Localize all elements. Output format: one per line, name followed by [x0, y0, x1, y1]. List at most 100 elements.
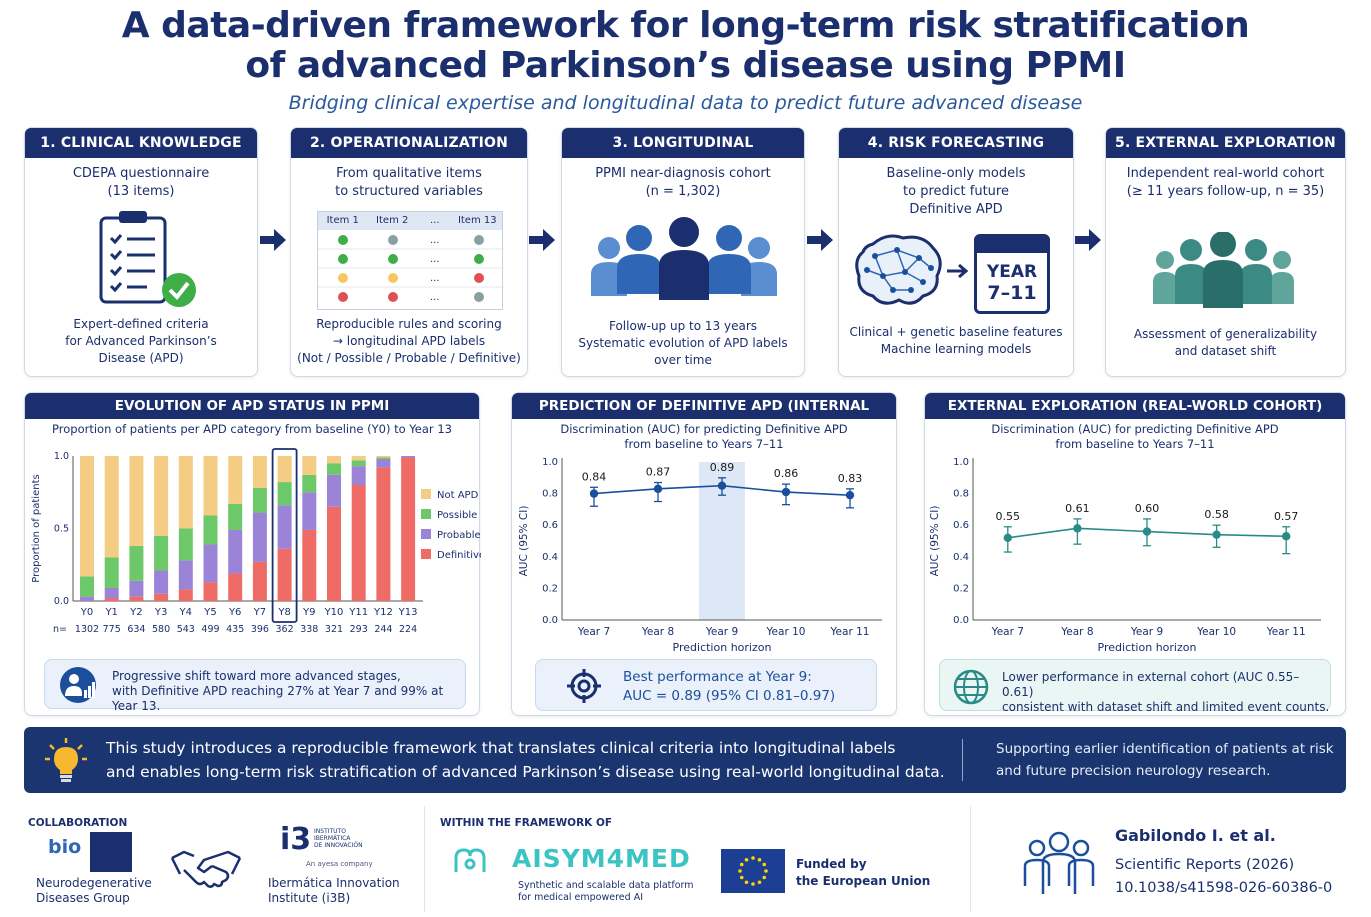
bar-segment-definitive: [154, 593, 169, 601]
stage-description-line: Definitive APD: [909, 202, 1003, 217]
chart-subtitle: Discrimination (AUC) for predicting Defi…: [925, 422, 1345, 452]
bar-segment-probable: [104, 587, 119, 599]
framework-label: WITHIN THE FRAMEWORK OF: [440, 817, 613, 829]
eu-star: [751, 856, 755, 860]
auc-point: [653, 484, 663, 494]
panel-external-exploration: EXTERNAL EXPLORATION (REAL-WORLD COHORT)…: [924, 392, 1346, 716]
impact-text: Supporting earlier identification of pat…: [996, 738, 1334, 782]
stage-footnote: Expert-defined criteria for Advanced Par…: [25, 316, 257, 367]
table-header-cell: ...: [429, 215, 440, 226]
calendar-icon: YEAR 7–11: [974, 234, 1050, 314]
citation-doi[interactable]: 10.1038/s41598-026-60386-0: [1115, 880, 1333, 896]
table-header-cell: Item 13: [457, 215, 497, 226]
stage-footnote: Assessment of generalizability and datas…: [1106, 326, 1345, 360]
bar-segment-possible: [154, 535, 169, 571]
stage-footnote-line: → longitudinal APD labels: [332, 334, 486, 348]
stage-heading: 2. OPERATIONALIZATION: [291, 128, 527, 158]
bar-segment-possible: [351, 460, 366, 467]
y-tick-label: 0.4: [542, 552, 558, 563]
auc-value-label: 0.61: [1065, 502, 1090, 515]
stage-operationalization: 2. OPERATIONALIZATION From qualitative i…: [290, 127, 528, 377]
bar-segment-definitive: [302, 529, 317, 601]
bar-segment-not-apd: [129, 456, 144, 546]
stage-description-line: (13 items): [107, 184, 175, 199]
chart-subtitle-line: Discrimination (AUC) for predicting Defi…: [991, 422, 1279, 436]
stage-description-line: to structured variables: [335, 184, 483, 199]
footer: COLLABORATION bio Neurodegenerative Dise…: [0, 806, 1371, 917]
x-tick-label: Year 9: [1130, 626, 1163, 638]
legend-label: Not APD: [437, 490, 479, 501]
footer-divider: [970, 806, 971, 912]
svg-text:...: ...: [430, 273, 440, 284]
external-performance-text: Lower performance in external cohort (AU…: [1002, 670, 1330, 715]
stage-clinical-knowledge: 1. CLINICAL KNOWLEDGE CDEPA questionnair…: [24, 127, 258, 377]
external-auc-line-chart: 0.0 0.2 0.4 0.6 0.8 1.0 AUC (95% CI) 0.55 Year 7…: [929, 457, 1321, 654]
bar-segment-probable: [302, 492, 317, 530]
conclusion-line: and enables long-term risk stratificatio…: [106, 763, 945, 781]
note-line: AUC = 0.89 (95% CI 0.81–0.97): [623, 688, 836, 704]
stage-description-line: CDEPA questionnaire: [72, 166, 210, 181]
people-growth-icon: [60, 667, 96, 703]
aisym-description: Synthetic and scalable data platform for…: [518, 880, 694, 904]
i3b-name-line: Institute (i3B): [268, 891, 351, 905]
apd-summary-note: Progressive shift toward more advanced s…: [44, 659, 466, 713]
auc-value-label: 0.60: [1135, 502, 1160, 515]
bar-segment-definitive: [327, 506, 341, 601]
bar-segment-possible: [203, 515, 218, 545]
bio-logo-text: bio: [48, 836, 82, 858]
y-tick-label: 0.8: [953, 489, 969, 500]
n-value-label: 293: [350, 624, 368, 635]
x-tick-label: Y10: [324, 607, 344, 618]
eu-star: [757, 857, 762, 862]
bar-segment-not-apd: [302, 456, 317, 475]
bar-segment-not-apd: [228, 456, 243, 504]
bar-segment-possible: [80, 576, 94, 597]
stage-description: PPMI near-diagnosis cohort (n = 1,302): [562, 165, 804, 201]
bar-segment-not-apd: [104, 456, 119, 558]
bar-segment-probable: [228, 529, 243, 574]
x-tick-label: Y6: [228, 607, 241, 618]
arrow-right-icon: [1075, 229, 1101, 251]
y-tick-label: 0.0: [953, 615, 969, 626]
citation-authors: Gabilondo I. et al.: [1115, 826, 1276, 845]
stage-footnote-line: over time: [654, 353, 712, 367]
bar-segment-definitive: [178, 589, 193, 601]
bar-segment-definitive: [203, 582, 218, 601]
bio-group-name: Neurodegenerative Diseases Group: [36, 876, 152, 906]
stage-heading: 4. RISK FORECASTING: [839, 128, 1073, 158]
eu-star: [757, 880, 762, 885]
auc-value-label: 0.86: [774, 467, 799, 480]
lightbulb-icon: [45, 738, 87, 782]
x-tick-label: Year 7: [577, 626, 610, 638]
page-title: A data-driven framework for long-term ri…: [0, 6, 1371, 86]
stage-footnote-line: Expert-defined criteria: [73, 317, 209, 331]
x-tick-label: Y0: [80, 607, 93, 618]
bar-segment-definitive: [376, 467, 391, 601]
eu-star: [738, 869, 742, 873]
legend-swatch: [421, 489, 431, 499]
stage-footnote-line: Reproducible rules and scoring: [316, 317, 502, 331]
y-tick-label: 0.0: [542, 615, 558, 626]
aisym-description-line: Synthetic and scalable data platform: [518, 880, 694, 891]
y-tick-label: 0.0: [54, 596, 69, 607]
bar-segment-not-apd: [80, 456, 94, 577]
best-performance-note: Best performance at Year 9: AUC = 0.89 (…: [535, 659, 877, 711]
bar-segment-not-apd: [327, 456, 341, 464]
stage-heading: 5. EXTERNAL EXPLORATION: [1106, 128, 1345, 158]
n-value-label: 775: [103, 624, 121, 635]
bar-segment-probable: [401, 456, 416, 458]
stage-heading: 3. LONGITUDINAL APPLICATION: [562, 128, 804, 181]
auc-value-label: 0.58: [1204, 508, 1229, 521]
note-line: Best performance at Year 9:: [623, 669, 812, 685]
bar-segment-definitive: [104, 598, 119, 601]
auc-point: [589, 489, 599, 498]
stage-longitudinal-application: 3. LONGITUDINAL APPLICATION PPMI near-di…: [561, 127, 805, 377]
conclusion-line: This study introduces a reproducible fra…: [106, 739, 896, 757]
stage-description-line: Independent real-world cohort: [1126, 166, 1325, 181]
stage-footnote-line: Systematic evolution of APD labels: [578, 336, 788, 350]
bar-segment-possible: [228, 503, 243, 530]
calendar-year-label: YEAR: [986, 262, 1038, 282]
highlight-box: [271, 448, 298, 623]
stage-description: Independent real-world cohort (≥ 11 year…: [1106, 165, 1345, 201]
svg-text:...: ...: [430, 292, 440, 303]
